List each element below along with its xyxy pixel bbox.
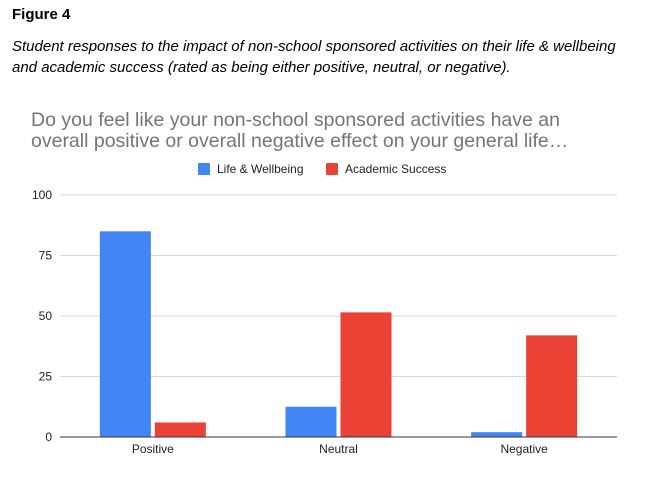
x-tick-label: Negative bbox=[500, 442, 548, 456]
bar-positive-academic-success bbox=[154, 422, 206, 437]
legend-label-academic-success: Academic Success bbox=[345, 162, 446, 176]
bar-neutral-life-wellbeing bbox=[285, 406, 337, 437]
gridlines bbox=[60, 194, 617, 377]
bar-negative-life-wellbeing bbox=[471, 432, 523, 437]
bars bbox=[99, 231, 578, 437]
x-tick-label: Neutral bbox=[319, 442, 358, 456]
y-tick-label: 50 bbox=[39, 309, 53, 323]
figure-label: Figure 4 bbox=[12, 6, 71, 23]
bar-neutral-academic-success bbox=[340, 312, 392, 437]
bar-negative-academic-success bbox=[526, 335, 578, 437]
y-tick-label: 25 bbox=[39, 370, 53, 384]
y-tick-label: 75 bbox=[39, 249, 53, 263]
chart-legend: Life & Wellbeing Academic Success bbox=[198, 162, 446, 176]
legend-swatch-life-wellbeing bbox=[198, 163, 210, 175]
y-axis-ticks: 0 25 50 75 100 bbox=[32, 188, 52, 444]
y-tick-label: 0 bbox=[45, 430, 52, 444]
x-tick-label: Positive bbox=[132, 442, 174, 456]
bar-positive-life-wellbeing bbox=[99, 231, 151, 437]
y-tick-label: 100 bbox=[32, 188, 52, 202]
chart-title-line-1: Do you feel like your non-school sponsor… bbox=[31, 109, 560, 131]
legend-label-life-wellbeing: Life & Wellbeing bbox=[217, 162, 304, 176]
figure-caption: Student responses to the impact of non-s… bbox=[12, 38, 616, 76]
legend-swatch-academic-success bbox=[326, 163, 338, 175]
chart-title-line-2: overall positive or overall negative eff… bbox=[31, 130, 568, 152]
x-axis-ticks: Positive Neutral Negative bbox=[132, 442, 548, 456]
